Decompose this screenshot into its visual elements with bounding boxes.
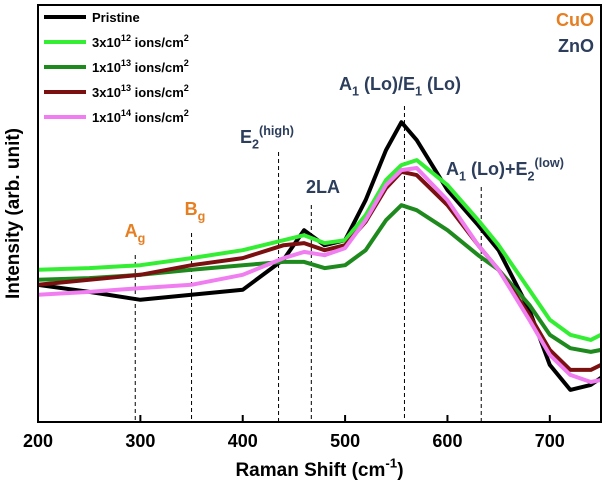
text-segment: ions/cm xyxy=(131,35,184,50)
legend-label: 3x1013 ions/cm2 xyxy=(92,83,189,100)
text-segment: ions/cm xyxy=(131,110,184,125)
x-tick-label: 500 xyxy=(330,431,360,451)
corner-label: CuO xyxy=(556,10,594,30)
text-segment: A xyxy=(125,221,138,241)
annotation-label: A1 (Lo)+E2(low) xyxy=(446,156,564,184)
x-tick-label: 200 xyxy=(23,431,53,451)
text-segment: Pristine xyxy=(92,10,140,25)
x-tick-label: 700 xyxy=(535,431,565,451)
text-segment: 1x10 xyxy=(92,60,121,75)
legend-label: 3x1012 ions/cm2 xyxy=(92,33,189,50)
text-segment: 2 xyxy=(252,137,259,151)
text-segment: g xyxy=(138,231,146,245)
text-segment: 2LA xyxy=(306,177,340,197)
text-segment: 3x10 xyxy=(92,85,121,100)
text-segment: (Lo) xyxy=(422,74,461,94)
text-segment: B xyxy=(185,199,198,219)
x-tick-label: 300 xyxy=(125,431,155,451)
annotation-label: Bg xyxy=(185,199,206,223)
legend-label: Pristine xyxy=(92,10,140,25)
annotation-label: 2LA xyxy=(306,177,340,197)
text-segment: (low) xyxy=(535,156,564,170)
annotation-label: E2(high) xyxy=(240,124,294,152)
text-segment: A xyxy=(446,159,459,179)
annotation-label: A1 (Lo)/E1 (Lo) xyxy=(339,74,461,98)
text-segment: 3x10 xyxy=(92,35,121,50)
text-segment: 13 xyxy=(121,83,131,93)
text-segment: 2 xyxy=(184,108,189,118)
text-segment: E xyxy=(240,127,252,147)
series-line xyxy=(38,158,601,342)
text-segment: 2 xyxy=(184,33,189,43)
text-segment: 2 xyxy=(184,83,189,93)
x-axis-label: Raman Shift (cm-1) xyxy=(235,455,403,481)
series-line xyxy=(38,166,601,384)
text-segment: 1 xyxy=(415,84,422,98)
text-segment: (high) xyxy=(259,124,294,138)
text-segment: ) xyxy=(397,460,403,481)
text-segment: 1 xyxy=(459,169,466,183)
corner-label: ZnO xyxy=(558,36,594,56)
text-segment: g xyxy=(198,209,206,223)
y-axis-label: Intensity (arb. unit) xyxy=(3,128,24,299)
text-segment: (Lo)/E xyxy=(359,74,415,94)
text-segment: Raman Shift (cm xyxy=(235,460,385,481)
series-line xyxy=(38,203,601,354)
text-segment: 14 xyxy=(121,108,132,118)
text-segment: (Lo)+E xyxy=(466,159,528,179)
text-segment: A xyxy=(339,74,352,94)
text-segment: 2 xyxy=(528,169,535,183)
plot-frame xyxy=(37,4,602,423)
annotation-label: Ag xyxy=(125,221,146,245)
x-tick-label: 600 xyxy=(432,431,462,451)
text-segment: 2 xyxy=(184,58,189,68)
text-segment: 1x10 xyxy=(92,110,121,125)
legend-label: 1x1013 ions/cm2 xyxy=(92,58,189,75)
text-segment: ions/cm xyxy=(131,85,184,100)
x-tick-label: 400 xyxy=(228,431,258,451)
text-segment: 12 xyxy=(121,33,131,43)
text-segment: 1 xyxy=(352,84,359,98)
text-segment: -1 xyxy=(385,455,397,470)
text-segment: 13 xyxy=(121,58,131,68)
legend-label: 1x1014 ions/cm2 xyxy=(92,108,189,125)
text-segment: ions/cm xyxy=(131,60,184,75)
